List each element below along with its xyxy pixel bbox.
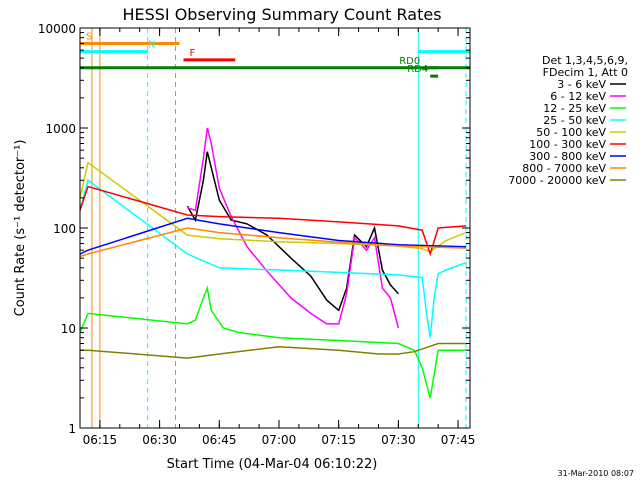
series-line-7 xyxy=(79,227,467,258)
x-tick-label-0: 06:15 xyxy=(83,433,118,447)
flag-label-0: S xyxy=(86,31,92,42)
flag-label-1: N xyxy=(148,40,155,51)
legend-entry-label-7: 800 - 7000 keV xyxy=(522,162,606,175)
legend: Det 1,3,4,5,6,9,FDecim 1, Att 03 - 6 keV… xyxy=(508,54,628,187)
legend-entry-label-4: 50 - 100 keV xyxy=(536,126,606,139)
y-axis-label: Count Rate (s⁻¹ detector⁻¹) xyxy=(13,140,28,317)
series-line-6 xyxy=(79,217,467,255)
y-tick-label-3: 1000 xyxy=(45,122,76,136)
flag-label-5: RD0 xyxy=(399,56,420,67)
series-line-1 xyxy=(187,127,400,329)
series-line-5 xyxy=(79,185,467,257)
series-line-2 xyxy=(79,285,466,399)
x-tick-label-2: 06:45 xyxy=(202,433,237,447)
x-tick-label-3: 07:00 xyxy=(262,433,297,447)
y-tick-label-2: 100 xyxy=(53,222,76,236)
series-line-0 xyxy=(186,151,399,312)
x-tick-label-1: 06:30 xyxy=(142,433,177,447)
axes: 1 10 100 1000 10000 06:15 06:30 06:45 07:00 07:15… xyxy=(38,22,476,447)
legend-entry-label-3: 25 - 50 keV xyxy=(543,114,606,127)
series-line-4 xyxy=(79,161,467,253)
legend-entry-label-2: 12 - 25 keV xyxy=(543,102,606,115)
y-tick-label-1: 10 xyxy=(61,322,76,336)
legend-entry-label-6: 300 - 800 keV xyxy=(529,150,606,163)
series-line-3 xyxy=(79,179,467,338)
flag-label-3: F xyxy=(189,48,195,59)
footer-date: 31-Mar-2010 08:07 xyxy=(558,469,635,478)
legend-entry-label-0: 3 - 6 keV xyxy=(557,78,606,91)
x-tick-label-4: 07:15 xyxy=(321,433,356,447)
legend-header-0: Det 1,3,4,5,6,9, xyxy=(542,54,628,67)
legend-header-1: FDecim 1, Att 0 xyxy=(543,66,628,79)
legend-entry-label-8: 7000 - 20000 keV xyxy=(508,174,606,187)
legend-entry-label-5: 100 - 300 keV xyxy=(529,138,606,151)
legend-entry-label-1: 6 - 12 keV xyxy=(550,90,606,103)
x-tick-label-6: 07:45 xyxy=(441,433,476,447)
flag-label-6: RD4 xyxy=(407,64,428,75)
y-tick-label-0: 1 xyxy=(68,422,76,436)
x-axis-label: Start Time (04-Mar-04 06:10:22) xyxy=(167,457,378,472)
series-line-8 xyxy=(80,342,466,359)
y-tick-label-4: 10000 xyxy=(38,22,76,36)
x-tick-label-5: 07:30 xyxy=(381,433,416,447)
chart-title: HESSI Observing Summary Count Rates xyxy=(122,5,441,24)
